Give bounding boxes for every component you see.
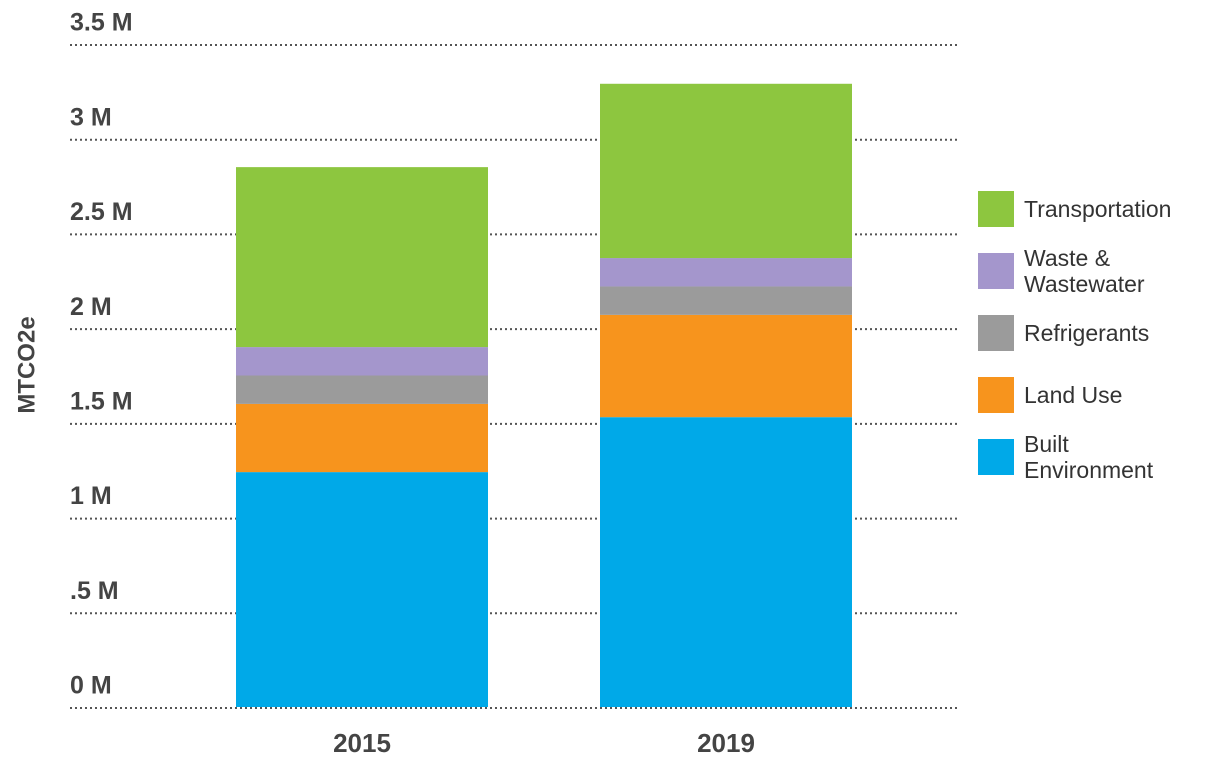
legend-swatch bbox=[978, 439, 1014, 475]
legend-item: Refrigerants bbox=[978, 302, 1168, 364]
bar-segment bbox=[236, 347, 488, 376]
bar-segment bbox=[236, 167, 488, 348]
x-tick-label: 2015 bbox=[333, 728, 391, 758]
bar-segment bbox=[236, 375, 488, 404]
y-tick-label: 3 M bbox=[70, 103, 112, 131]
legend-label: Refrigerants bbox=[1024, 320, 1150, 346]
legend-label: Built Environment bbox=[1024, 431, 1154, 483]
legend-label: Waste & Wastewater bbox=[1024, 245, 1145, 297]
x-tick-label: 2019 bbox=[697, 728, 755, 758]
y-tick-label: 3.5 M bbox=[70, 9, 133, 37]
y-tick-label: .5 M bbox=[70, 577, 119, 605]
y-tick-label: 2.5 M bbox=[70, 198, 133, 226]
legend-label: Transportation bbox=[1024, 196, 1172, 222]
legend-swatch bbox=[978, 377, 1014, 413]
legend-item: Waste & Wastewater bbox=[978, 240, 1168, 302]
legend-swatch bbox=[978, 191, 1014, 227]
legend-label: Land Use bbox=[1024, 382, 1123, 408]
legend-swatch bbox=[978, 315, 1014, 351]
legend-item: Land Use bbox=[978, 364, 1168, 426]
y-tick-label: 2 M bbox=[70, 293, 112, 321]
bar-segment bbox=[600, 286, 852, 315]
bar-segment bbox=[600, 258, 852, 287]
y-tick-label: 1 M bbox=[70, 482, 112, 510]
bar-segment bbox=[600, 417, 852, 707]
legend-item: Transportation bbox=[978, 178, 1172, 240]
bar-segment bbox=[236, 472, 488, 707]
y-tick-label: 1.5 M bbox=[70, 387, 133, 415]
y-tick-label: 0 M bbox=[70, 672, 112, 700]
legend-swatch bbox=[978, 253, 1014, 289]
legend-item: Built Environment bbox=[978, 426, 1168, 488]
legend: Transportation Waste & Wastewater Refriger… bbox=[978, 178, 1172, 488]
y-axis-label: MTCO2e bbox=[13, 316, 40, 413]
bar-segment bbox=[600, 314, 852, 418]
bar-segment bbox=[600, 83, 852, 259]
bar-segment bbox=[236, 403, 488, 473]
